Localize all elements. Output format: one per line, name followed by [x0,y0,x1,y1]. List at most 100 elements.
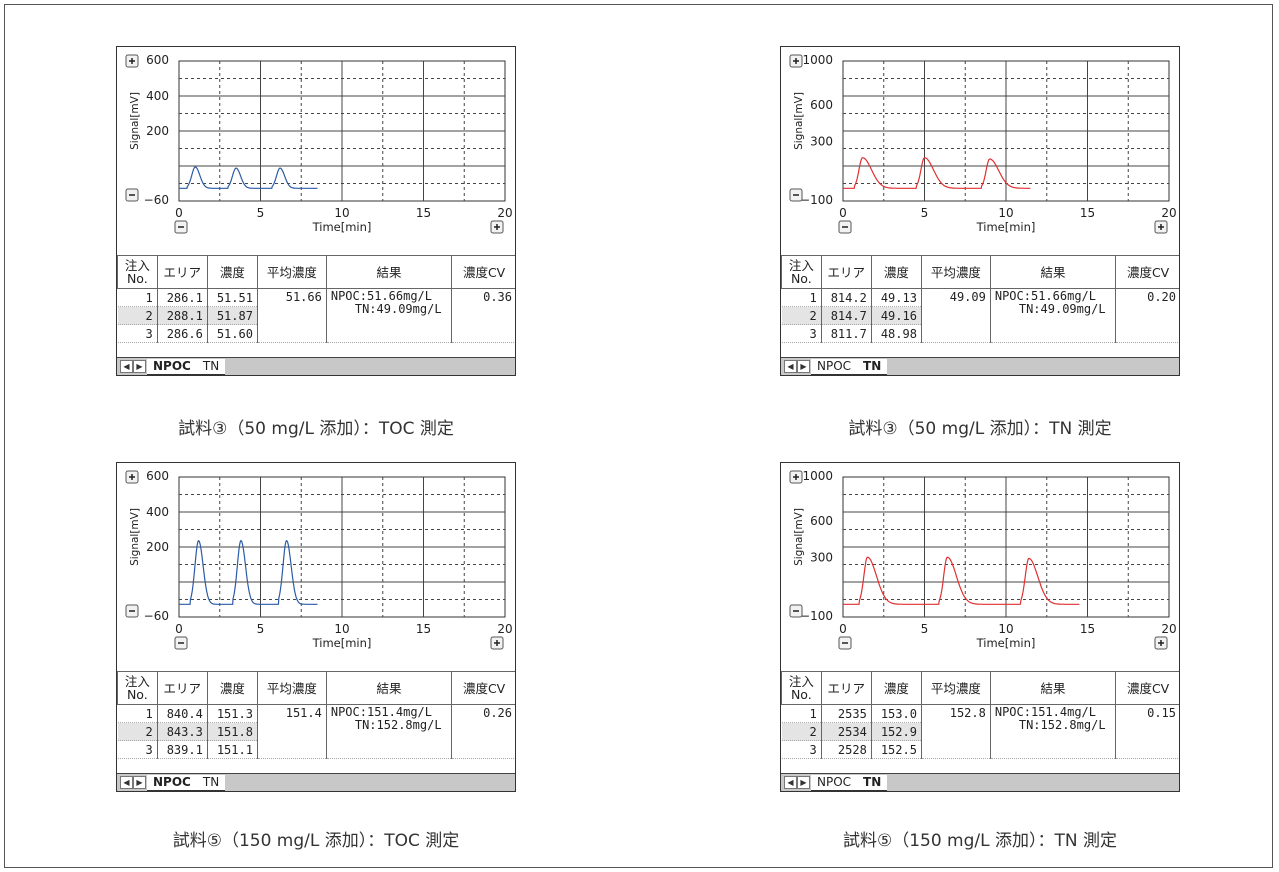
y-zoom-out-button[interactable] [789,188,803,202]
column-header[interactable]: 注入 No. [781,255,822,289]
tab-scroll-left-icon[interactable]: ◀ [120,776,133,789]
y-zoom-out-button[interactable] [125,188,139,202]
tab-npoc[interactable]: NPOC [811,774,858,791]
average-concentration-cell: 152.8 [921,704,991,759]
column-header[interactable]: 結果 [325,671,453,705]
y-axis-label: Signal[mV] [129,92,141,150]
table-row[interactable]: 1 814.2 49.13 49.09 NPOC:51.66mg/L TN:49.09mg… [781,288,1179,343]
tab-scroll-left-icon[interactable]: ◀ [784,776,797,789]
y-tick-label: 400 [146,505,169,519]
table-row[interactable]: 2 288.1 51.87 [117,306,516,325]
x-tick-label: 20 [497,206,512,220]
table-row[interactable]: 3 811.7 48.98 [781,324,1180,343]
y-tick-label: −60 [144,193,169,207]
tab-tn[interactable]: TN [196,358,226,375]
tab-tn[interactable]: TN [857,774,888,791]
result-window: 600 400 200 −60 0 5 10 15 20 Time[min] Signal[mV] 注… [116,46,516,376]
column-header[interactable]: 濃度CV [451,671,515,705]
y-zoom-out-button[interactable] [789,604,803,618]
column-header[interactable]: 濃度 [206,671,258,705]
tab-npoc[interactable]: NPOC [147,774,197,791]
x-zoom-in-button[interactable] [1154,220,1168,234]
column-header[interactable]: 結果 [989,255,1117,289]
sheet-tabs: NPOC TN [811,358,888,375]
area-cell: 843.3 [157,722,208,741]
y-zoom-in-button[interactable] [789,470,803,484]
x-tick-label: 5 [921,622,929,636]
tab-scroll-left-icon[interactable]: ◀ [120,360,133,373]
x-zoom-out-button[interactable] [838,636,852,650]
column-header[interactable]: 濃度CV [451,255,515,289]
column-header[interactable]: 平均濃度 [920,255,991,289]
x-axis-label: Time[min] [976,220,1036,234]
table-row[interactable]: 1 840.4 151.3 151.4 NPOC:151.4mg/L TN:152.8mg… [117,704,515,759]
table-row[interactable]: 3 286.6 51.60 [117,324,516,343]
table-row[interactable]: 1 2535 153.0 152.8 NPOC:151.4mg/L TN:152.8mg/… [781,704,1179,759]
x-tick-label: 0 [839,206,847,220]
area-cell: 286.6 [157,324,208,343]
column-header[interactable]: エリア [820,671,872,705]
concentration-cell: 49.13 [871,288,922,307]
column-header[interactable]: エリア [156,671,208,705]
y-tick-label: 600 [810,514,833,528]
x-zoom-out-button[interactable] [838,220,852,234]
chromatogram-chart: 600 400 200 −60 0 5 10 15 20 Time[min] Signal[mV] [125,469,513,650]
signal-trace [843,157,1031,189]
x-zoom-in-button[interactable] [490,636,504,650]
table-row[interactable]: 2 2534 152.9 [781,722,1180,741]
column-header[interactable]: 平均濃度 [256,671,327,705]
concentration-cell: 152.5 [871,740,922,759]
sheet-tabs: NPOC TN [147,774,226,791]
chromatogram-chart: 600 400 200 −60 0 5 10 15 20 Time[min] Signal[mV] [125,53,513,234]
column-header[interactable]: 濃度 [206,255,258,289]
x-tick-label: 10 [334,622,349,636]
panel-caption: 試料③（50 mg/L 添加）：TOC 測定 [178,419,454,439]
tab-npoc[interactable]: NPOC [147,358,197,375]
injection-no-cell: 2 [117,722,158,741]
x-tick-label: 5 [257,206,265,220]
y-zoom-in-button[interactable] [125,54,139,68]
results-table: 注入 No. エリア 濃度 平均濃度 結果 濃度CV 1 286.1 51.51 51.66 NPO… [117,255,516,343]
injection-no-cell: 1 [781,288,822,307]
x-zoom-in-button[interactable] [1154,636,1168,650]
column-header[interactable]: 濃度CV [1115,255,1179,289]
tab-scroll-right-icon[interactable]: ▶ [797,776,810,789]
column-header[interactable]: エリア [820,255,872,289]
table-row[interactable]: 3 839.1 151.1 [117,740,516,759]
results-table: 注入 No. エリア 濃度 平均濃度 結果 濃度CV 1 840.4 151.3 151.4 NPO… [117,671,516,759]
x-zoom-out-button[interactable] [174,220,188,234]
y-zoom-in-button[interactable] [789,54,803,68]
tab-scroll-right-icon[interactable]: ▶ [133,776,146,789]
x-zoom-out-button[interactable] [174,636,188,650]
tab-tn[interactable]: TN [857,358,888,375]
column-header[interactable]: 濃度 [870,255,922,289]
concentration-cv-cell: 0.26 [451,704,515,759]
column-header[interactable]: 注入 No. [117,255,158,289]
column-header[interactable]: 濃度CV [1115,671,1179,705]
column-header[interactable]: 結果 [989,671,1117,705]
column-header[interactable]: 濃度 [870,671,922,705]
tab-tn[interactable]: TN [196,774,226,791]
tab-scroll-right-icon[interactable]: ▶ [797,360,810,373]
tab-scroll-right-icon[interactable]: ▶ [133,360,146,373]
column-header[interactable]: 結果 [325,255,453,289]
y-zoom-out-button[interactable] [125,604,139,618]
table-row[interactable]: 3 2528 152.5 [781,740,1180,759]
column-header[interactable]: 注入 No. [781,671,822,705]
column-header[interactable]: 平均濃度 [256,255,327,289]
sheet-tab-bar: ◀ ▶ NPOC TN [117,773,515,791]
table-row[interactable]: 2 814.7 49.16 [781,306,1180,325]
tab-npoc[interactable]: NPOC [811,358,858,375]
column-header[interactable]: エリア [156,255,208,289]
y-zoom-in-button[interactable] [125,470,139,484]
y-tick-label: 600 [146,53,169,67]
x-zoom-in-button[interactable] [490,220,504,234]
table-row[interactable]: 2 843.3 151.8 [117,722,516,741]
table-row[interactable]: 1 286.1 51.51 51.66 NPOC:51.66mg/L TN:49.09mg… [117,288,515,343]
area-cell: 814.2 [821,288,872,307]
tab-scroll-left-icon[interactable]: ◀ [784,360,797,373]
y-axis-label: Signal[mV] [793,92,805,150]
column-header[interactable]: 注入 No. [117,671,158,705]
average-concentration-cell: 151.4 [257,704,327,759]
column-header[interactable]: 平均濃度 [920,671,991,705]
